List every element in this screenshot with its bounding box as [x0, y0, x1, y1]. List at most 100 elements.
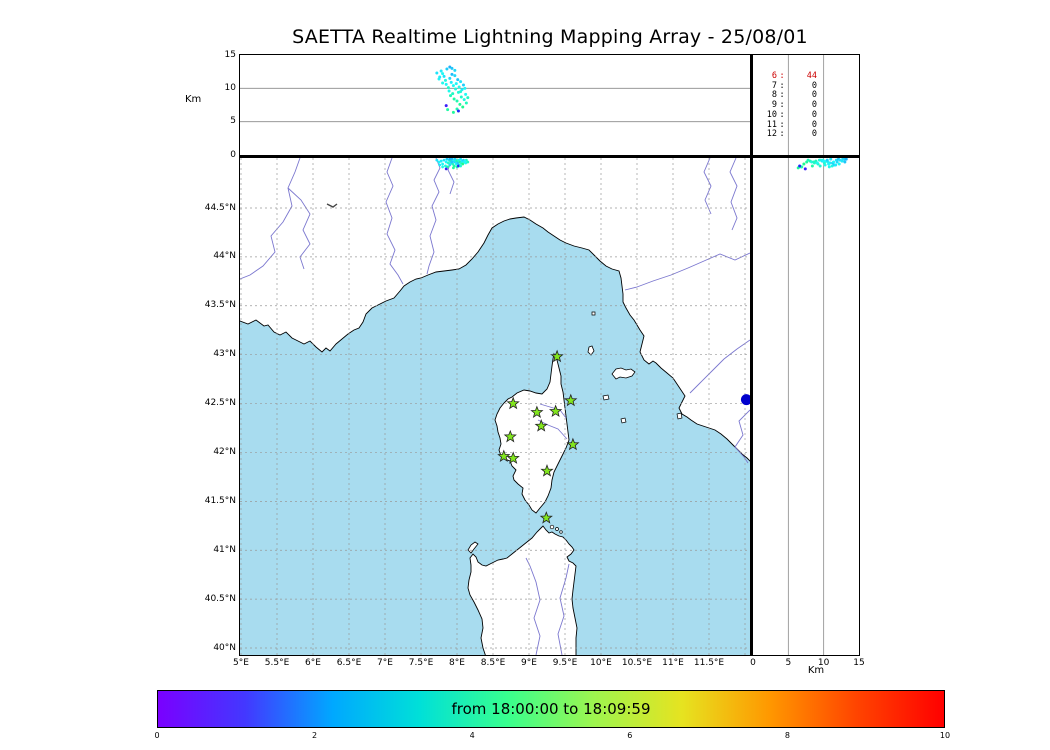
km-tick-label: 15	[853, 658, 865, 668]
lightning-dot	[454, 82, 458, 86]
sardinia-island	[467, 525, 578, 655]
lightning-dot	[829, 158, 833, 161]
lightning-dot	[435, 158, 439, 162]
lat-tick-label: 41°N	[213, 544, 236, 555]
river	[426, 158, 441, 275]
lightning-dot	[459, 80, 463, 84]
lon-tick-label: 5.5°E	[264, 658, 290, 668]
lightning-dot	[449, 94, 453, 98]
lightning-points-layer	[435, 65, 470, 114]
corsica-island	[494, 352, 570, 514]
km-tick-label: 5	[785, 658, 792, 668]
lightning-dot	[806, 158, 810, 162]
lon-tick-label: 11°E	[662, 658, 684, 668]
river	[624, 252, 750, 291]
lightning-dot	[447, 89, 451, 93]
mainland-coastline	[240, 158, 750, 462]
lightning-dot	[825, 158, 829, 162]
km-axis-label: Km	[807, 665, 825, 676]
lat-tick-label: 42°N	[213, 446, 236, 457]
lightning-dot	[443, 78, 447, 82]
lightning-dot	[448, 163, 452, 167]
lon-tick-label: 10°E	[590, 658, 612, 668]
lightning-dot	[446, 165, 450, 169]
lightning-dot	[802, 162, 806, 166]
lightning-dot	[438, 163, 442, 167]
lightning-dot	[451, 110, 455, 114]
lma-stations-layer	[497, 349, 580, 524]
maddalena-island	[555, 527, 559, 531]
lightning-dot	[435, 71, 439, 75]
lightning-dot	[438, 75, 442, 79]
hour-counts-list: 6:44 7:0 8:0 9:0 10:0 11:0 12:0	[763, 71, 817, 140]
lightning-points-layer	[796, 158, 848, 171]
lightning-dot	[446, 86, 450, 90]
river	[703, 158, 712, 215]
lightning-dot	[798, 164, 802, 168]
lat-tick-label: 41.5°N	[204, 495, 236, 506]
lightning-dot	[444, 164, 447, 168]
lat-tick-label: 43.5°N	[204, 300, 236, 311]
lightning-dot	[450, 160, 454, 164]
lightning-dot	[451, 92, 455, 96]
lightning-dot	[450, 72, 454, 76]
lightning-dot	[441, 81, 445, 85]
lightning-dot	[832, 160, 836, 164]
altitude-axis-label: Km	[185, 94, 202, 105]
lma-station-marker	[549, 404, 563, 418]
hour-count-row: 8:0	[771, 90, 817, 101]
lightning-dot	[818, 164, 822, 168]
km-tick-label: 10	[817, 658, 830, 668]
lightning-dot	[449, 80, 453, 84]
lightning-dot	[437, 160, 441, 164]
time-colorbar: from 18:00:00 to 18:09:59	[157, 690, 945, 728]
lightning-dot	[810, 160, 814, 164]
lightning-dot	[459, 164, 462, 168]
river	[557, 563, 570, 655]
altitude-longitude-panel	[239, 54, 753, 158]
altitude-longitude-plot	[240, 65, 750, 123]
lightning-dot	[841, 158, 845, 161]
lightning-dot	[827, 162, 831, 166]
lightning-dot	[454, 87, 458, 91]
lightning-dot	[464, 101, 468, 105]
colorbar-time-range-label: from 18:00:00 to 18:09:59	[451, 700, 651, 718]
lightning-dot	[439, 69, 443, 73]
lma-station-marker	[506, 396, 520, 410]
lon-tick-label: 5°E	[233, 658, 249, 668]
lightning-dot	[442, 158, 446, 162]
lma-station-marker	[566, 437, 580, 451]
river	[689, 339, 750, 394]
giglio-island	[676, 412, 683, 420]
altitude-tick-label: 15	[224, 49, 236, 60]
lightning-dot	[803, 167, 807, 171]
lma-station-marker	[497, 449, 511, 463]
lightning-dot	[457, 85, 461, 89]
colorbar-tick-label: 6	[627, 731, 633, 740]
hour-count-row: 7:0	[771, 80, 817, 91]
lma-station-marker	[550, 349, 564, 363]
lon-tick-label: 11.5°E	[693, 658, 725, 668]
hourly-counts-panel: 6:44 7:0 8:0 9:0 10:0 11:0 12:0	[753, 54, 860, 158]
lightning-points-layer	[435, 158, 470, 171]
lightning-dot	[461, 105, 465, 109]
lightning-dot	[835, 160, 839, 164]
lightning-dot	[452, 97, 456, 101]
lightning-dot	[453, 68, 457, 72]
lon-tick-label: 9°E	[521, 658, 537, 668]
lightning-dot	[458, 102, 462, 106]
lon-tick-label: 9.5°E	[552, 658, 578, 668]
lightning-dot	[445, 67, 449, 71]
altitude-latitude-panel	[753, 158, 860, 656]
lightning-dot	[450, 66, 454, 70]
km-tick-label: 0	[750, 658, 756, 668]
pianosa-island	[602, 394, 610, 401]
lightning-dot	[815, 161, 819, 165]
colorbar-tick-label: 2	[312, 731, 318, 740]
lon-tick-label: 8°E	[449, 658, 465, 668]
lightning-dot	[817, 158, 821, 162]
lon-tick-label: 7.5°E	[408, 658, 434, 668]
lightning-dot	[823, 163, 827, 167]
lightning-dot	[452, 166, 455, 170]
lightning-dot	[445, 158, 449, 161]
